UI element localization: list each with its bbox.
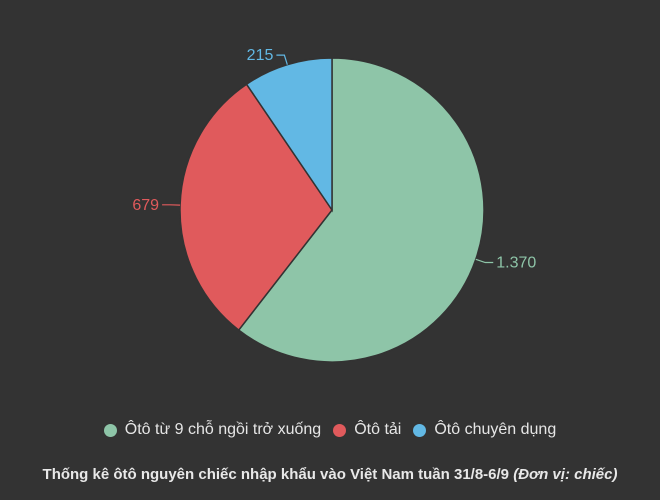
legend-swatch-special	[413, 423, 427, 437]
legend-swatch-trucks	[333, 423, 347, 437]
data-label-trucks: 679	[132, 197, 159, 214]
legend-swatch-cars	[103, 423, 117, 437]
chart-caption: Thống kê ôtô nguyên chiếc nhập khẩu vào …	[0, 466, 660, 483]
pie-slice-special[interactable]	[245, 57, 333, 213]
chart-legend: Ôtô từ 9 chỗ ngồi trở xuống Ôtô tải Ôtô …	[0, 421, 660, 439]
leader-line-special	[276, 54, 288, 65]
legend-label-special: Ôtô chuyên dụng	[434, 421, 557, 438]
legend-label-cars: Ôtô từ 9 chỗ ngồi trở xuống	[124, 421, 322, 438]
data-label-special: 215	[247, 47, 274, 64]
pie-slice-cars[interactable]	[237, 57, 485, 363]
data-label-cars: 1.370	[496, 255, 536, 272]
caption-unit: (Đơn vị: chiếc)	[513, 466, 618, 483]
legend-item-cars[interactable]: Ôtô từ 9 chỗ ngồi trở xuống	[103, 421, 322, 439]
pie-chart: 1.370 679 215	[132, 47, 536, 363]
legend-item-special[interactable]: Ôtô chuyên dụng	[413, 421, 556, 439]
legend-label-trucks: Ôtô tải	[354, 421, 402, 438]
caption-text: Thống kê ôtô nguyên chiếc nhập khẩu vào …	[42, 466, 510, 483]
leader-line-cars	[475, 258, 494, 264]
legend-item-trucks[interactable]: Ôtô tải	[333, 421, 401, 439]
pie-slice-trucks[interactable]	[179, 83, 333, 332]
